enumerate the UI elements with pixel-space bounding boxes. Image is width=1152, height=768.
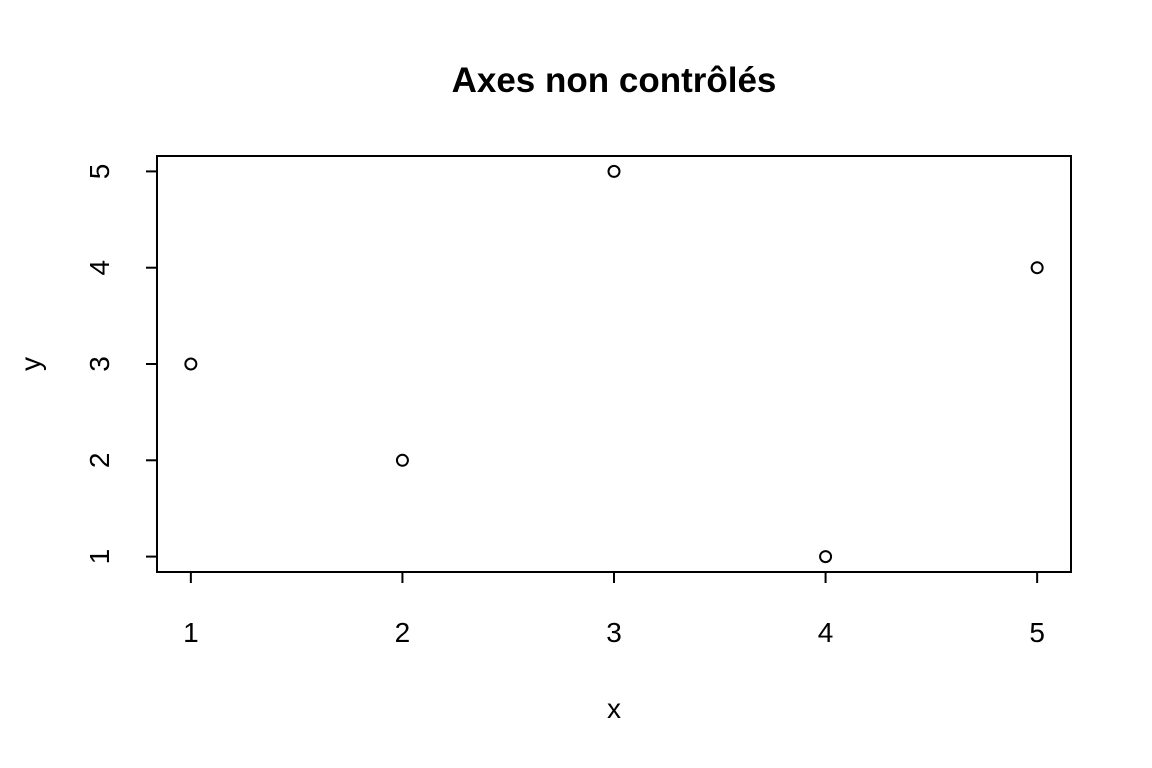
data-points — [184, 164, 1044, 564]
x-tick-label: 5 — [1029, 617, 1045, 648]
plot-frame — [156, 155, 1072, 573]
y-axis: 1 2 3 4 5 — [84, 164, 158, 565]
x-tick-label: 3 — [606, 617, 622, 648]
chart-title: Axes non contrôlés — [452, 61, 777, 100]
x-axis: 1 2 3 4 5 — [183, 571, 1045, 648]
y-axis-label: y — [15, 357, 46, 371]
x-tick-label: 4 — [818, 617, 834, 648]
y-tick-label: 3 — [84, 356, 115, 372]
data-point — [1030, 261, 1044, 275]
data-point — [184, 357, 198, 371]
x-tick-label: 1 — [183, 617, 199, 648]
y-tick-label: 1 — [84, 549, 115, 565]
data-point — [819, 550, 833, 564]
x-axis-label: x — [607, 693, 621, 724]
data-point — [607, 164, 621, 178]
data-point — [395, 453, 409, 467]
y-tick-label: 4 — [84, 260, 115, 276]
y-tick-label: 5 — [84, 164, 115, 180]
x-tick-label: 2 — [395, 617, 411, 648]
y-tick-label: 2 — [84, 453, 115, 469]
